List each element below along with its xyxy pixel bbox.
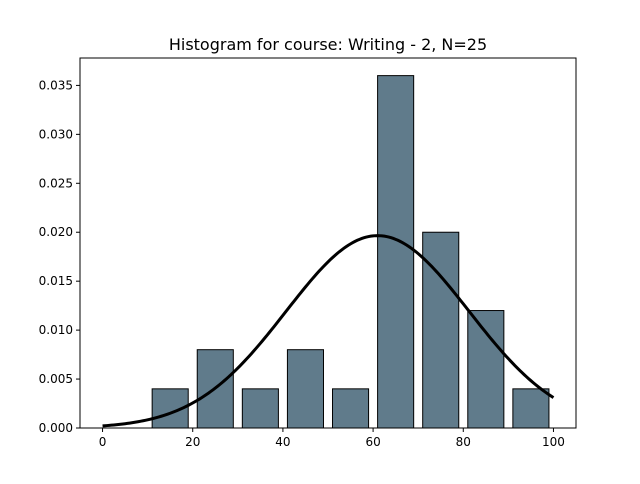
y-tick-label: 0.005 — [39, 372, 73, 386]
histogram-bar — [241, 388, 279, 429]
y-tick-label: 0.000 — [39, 421, 73, 435]
x-tick-label: 60 — [365, 435, 380, 449]
y-tick-label: 0.015 — [39, 274, 73, 288]
chart-title: Histogram for course: Writing - 2, N=25 — [169, 35, 487, 54]
x-tick-label: 40 — [275, 435, 290, 449]
x-tick-label: 100 — [542, 435, 565, 449]
y-tick-label: 0.030 — [39, 127, 73, 141]
x-tick-label: 20 — [185, 435, 200, 449]
histogram-bar — [377, 75, 415, 429]
curve-layer — [102, 234, 555, 428]
normal-fit-curve — [102, 234, 555, 428]
histogram-bar — [286, 349, 324, 429]
x-tick-label: 0 — [99, 435, 107, 449]
y-tick-label: 0.035 — [39, 78, 73, 92]
plot-frame — [79, 57, 577, 429]
axes-layer: 0 20 40 60 80 100 0.000 0.005 0.010 0.015 0.020 0.0… — [39, 57, 577, 449]
y-tick-label: 0.025 — [39, 176, 73, 190]
bars-layer — [151, 75, 550, 429]
histogram-bar — [332, 388, 370, 429]
x-tick-label: 80 — [456, 435, 471, 449]
histogram-bar — [467, 310, 505, 429]
y-tick-label: 0.010 — [39, 323, 73, 337]
y-tick-label: 0.020 — [39, 225, 73, 239]
histogram-bar — [512, 388, 550, 429]
